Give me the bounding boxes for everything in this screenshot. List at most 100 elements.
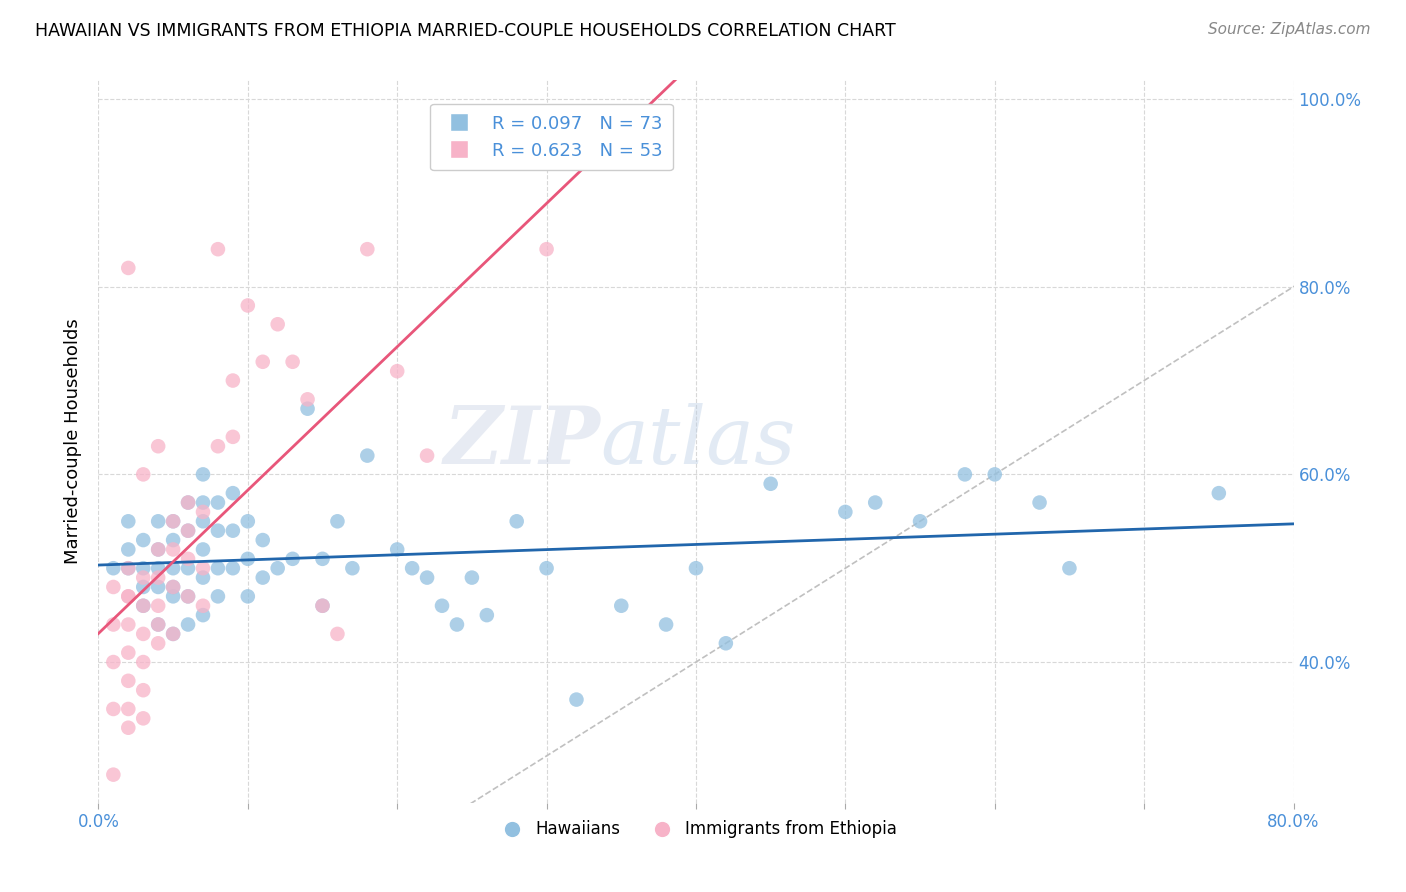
Point (117, 561, 139, 575)
Point (103, 655, 125, 669)
Text: Source: ZipAtlas.com: Source: ZipAtlas.com (1208, 22, 1371, 37)
Point (685, 561, 707, 575)
Point (865, 495, 887, 509)
Point (148, 514, 170, 528)
Point (191, 561, 214, 575)
Point (326, 627, 349, 641)
Point (207, 242, 229, 256)
Point (177, 524, 200, 538)
Point (610, 599, 633, 613)
Point (191, 599, 214, 613)
Point (117, 590, 139, 604)
Point (326, 514, 349, 528)
Point (117, 702, 139, 716)
Point (103, 580, 125, 594)
Point (132, 533, 155, 547)
Point (148, 571, 170, 585)
Point (177, 561, 200, 575)
Point (536, 561, 558, 575)
Point (236, 514, 259, 528)
Point (177, 551, 200, 566)
Point (117, 542, 139, 557)
Point (908, 514, 931, 528)
Point (281, 355, 304, 369)
Point (117, 260, 139, 275)
Point (222, 486, 245, 500)
Point (191, 514, 214, 528)
Point (162, 627, 184, 641)
Point (655, 617, 678, 632)
Point (356, 449, 378, 463)
Point (132, 467, 155, 482)
Text: ZIP: ZIP (443, 403, 600, 480)
Point (177, 524, 200, 538)
Point (148, 599, 170, 613)
Point (297, 401, 319, 416)
Point (207, 561, 229, 575)
Point (207, 590, 229, 604)
Point (191, 542, 214, 557)
Point (148, 617, 170, 632)
Point (416, 449, 439, 463)
Point (132, 599, 155, 613)
Point (430, 599, 453, 613)
Point (132, 655, 155, 669)
Point (162, 561, 184, 575)
Point (506, 514, 529, 528)
Point (177, 617, 200, 632)
Point (1059, 561, 1081, 575)
Point (117, 590, 139, 604)
Point (222, 524, 245, 538)
Point (236, 298, 259, 312)
Point (714, 636, 737, 650)
Point (103, 617, 125, 632)
Point (311, 551, 333, 566)
Point (177, 590, 200, 604)
Point (132, 599, 155, 613)
Point (103, 767, 125, 781)
Point (222, 561, 245, 575)
Point (177, 495, 200, 509)
Point (475, 608, 498, 623)
Point (222, 430, 245, 444)
Point (148, 617, 170, 632)
Point (177, 590, 200, 604)
Point (148, 561, 170, 575)
Point (1028, 495, 1050, 509)
Point (281, 551, 304, 566)
Point (148, 439, 170, 453)
Point (191, 571, 214, 585)
Point (117, 721, 139, 735)
Point (117, 673, 139, 688)
Point (446, 617, 468, 632)
Point (191, 467, 214, 482)
Point (162, 580, 184, 594)
Point (148, 636, 170, 650)
Point (191, 495, 214, 509)
Point (267, 318, 290, 332)
Point (461, 571, 484, 585)
Point (103, 702, 125, 716)
Point (103, 561, 125, 575)
Point (984, 467, 1007, 482)
Point (162, 627, 184, 641)
Point (385, 364, 409, 378)
Point (162, 590, 184, 604)
Point (1208, 486, 1230, 500)
Point (267, 561, 290, 575)
Point (132, 627, 155, 641)
Legend: Hawaiians, Immigrants from Ethiopia: Hawaiians, Immigrants from Ethiopia (488, 814, 904, 845)
Point (207, 495, 229, 509)
Point (162, 542, 184, 557)
Text: atlas: atlas (600, 403, 796, 480)
Point (191, 505, 214, 519)
Point (834, 505, 856, 519)
Point (132, 711, 155, 725)
Point (132, 561, 155, 575)
Point (311, 599, 333, 613)
Point (117, 561, 139, 575)
Point (117, 617, 139, 632)
Point (222, 374, 245, 388)
Point (536, 242, 558, 256)
Point (177, 495, 200, 509)
